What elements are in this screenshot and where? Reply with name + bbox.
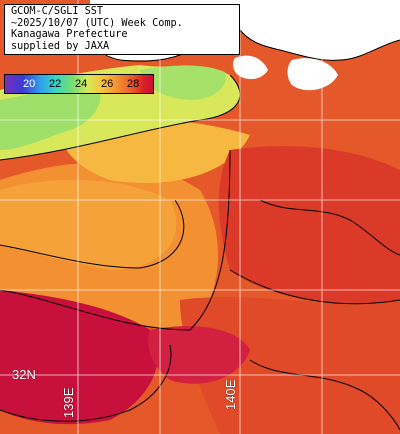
colorbar-tick-label: 20 bbox=[23, 78, 36, 90]
colorbar-tick-label: 24 bbox=[75, 78, 88, 90]
map-title-box: GCOM-C/SGLI SST ~2025/10/07 (UTC) Week C… bbox=[4, 4, 240, 56]
sst-hottest-region bbox=[148, 326, 250, 384]
coastline bbox=[239, 29, 400, 61]
title-line-date: ~2025/10/07 (UTC) Week Comp. bbox=[11, 17, 183, 29]
title-line-region: Kanagawa Prefecture bbox=[11, 29, 128, 41]
sst-cold-region bbox=[140, 65, 226, 100]
colorbar-tick-label: 26 bbox=[101, 78, 114, 90]
colorbar-tick-label: 22 bbox=[49, 78, 62, 90]
sst-hotter-region bbox=[180, 297, 400, 434]
longitude-label-west: 139E bbox=[61, 387, 76, 418]
contour-line bbox=[259, 199, 400, 256]
title-line-product: GCOM-C/SGLI SST bbox=[11, 6, 104, 17]
contour-line bbox=[0, 199, 185, 269]
contour-line bbox=[0, 149, 231, 331]
sst-mild-region bbox=[0, 179, 177, 270]
colorbar-tick-label: 28 bbox=[127, 78, 140, 90]
sst-hotter-region bbox=[218, 146, 400, 304]
sst-colorbar: 20 22 24 26 28 bbox=[4, 74, 154, 94]
sst-cold-region bbox=[0, 80, 101, 150]
land-region bbox=[233, 55, 268, 80]
contour-line bbox=[229, 269, 400, 305]
contour-line bbox=[0, 344, 172, 422]
land-region bbox=[240, 0, 400, 61]
sst-hottest-region bbox=[0, 290, 158, 425]
longitude-label-east: 140E bbox=[223, 379, 238, 410]
title-line-supplier: supplied by JAXA bbox=[11, 40, 110, 52]
contour-line bbox=[249, 359, 400, 431]
land-region bbox=[287, 58, 338, 91]
latitude-label: 32N bbox=[12, 367, 36, 382]
